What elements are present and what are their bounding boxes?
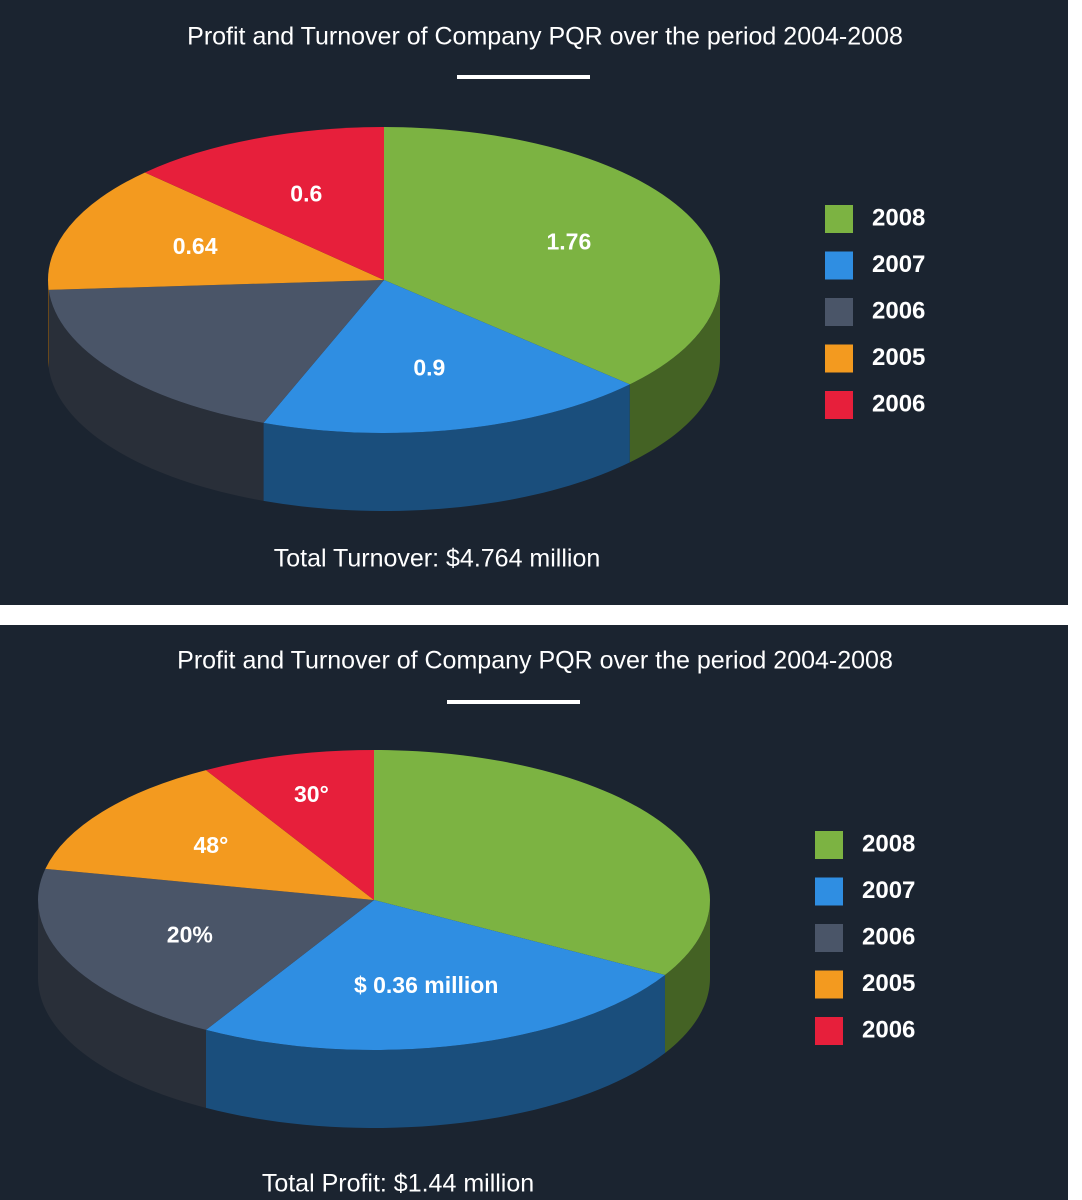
- data-label: 0.6: [290, 180, 322, 206]
- legend-label: 2006: [872, 390, 925, 417]
- legend-swatch: [825, 344, 853, 373]
- slice: [37, 868, 374, 1030]
- slice: [263, 280, 630, 433]
- slice: [48, 280, 384, 423]
- legend-swatch: [815, 831, 843, 859]
- chart-title: Profit and Turnover of Company PQR over …: [177, 647, 893, 675]
- slice-side: [664, 900, 710, 1053]
- footer: Total Turnover: $4.764 million: [274, 545, 601, 573]
- data-label: 30°: [294, 781, 329, 807]
- legend-swatch: [815, 1017, 843, 1045]
- data-label: 20%: [167, 922, 213, 948]
- slice: [145, 127, 384, 280]
- slice-side: [206, 975, 665, 1128]
- slice: [374, 750, 710, 975]
- legend-swatch: [825, 298, 853, 326]
- slice-side: [48, 289, 264, 501]
- legend-swatch: [825, 391, 853, 419]
- legend-swatch: [815, 970, 843, 999]
- slice: [47, 172, 384, 290]
- legend-label: 2007: [862, 877, 915, 904]
- legend-label: 2006: [872, 297, 925, 324]
- footer: Total Profit: $1.44 million: [262, 1170, 534, 1198]
- legend-swatch: [815, 924, 843, 952]
- legend-label: 2005: [872, 344, 925, 371]
- data-label: 1.76: [546, 228, 591, 254]
- legend-swatch: [825, 251, 853, 280]
- slice-side: [38, 900, 206, 1108]
- legend-label: 2007: [872, 251, 925, 278]
- slice-side: [629, 280, 720, 463]
- slice: [45, 770, 374, 900]
- data-label: 0.64: [173, 233, 218, 259]
- data-label: $ 0.36 million: [354, 972, 498, 998]
- chart-title: Profit and Turnover of Company PQR over …: [187, 23, 903, 51]
- legend-label: 2008: [862, 830, 915, 857]
- legend-label: 2008: [872, 204, 925, 231]
- slice: [206, 750, 374, 900]
- legend-swatch: [815, 877, 843, 906]
- data-label: 48°: [194, 832, 229, 858]
- slice-side: [263, 384, 630, 511]
- slice: [206, 900, 665, 1051]
- legend-label: 2006: [862, 923, 915, 950]
- legend-label: 2006: [862, 1016, 915, 1043]
- legend-label: 2005: [862, 970, 915, 997]
- legend-swatch: [825, 205, 853, 233]
- slice: [384, 127, 720, 385]
- slice-side: [48, 280, 49, 368]
- data-label: 0.9: [413, 355, 445, 381]
